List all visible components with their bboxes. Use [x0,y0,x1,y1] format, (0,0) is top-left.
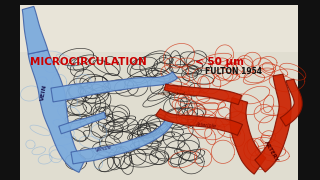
Polygon shape [230,98,266,174]
Text: ARTERY: ARTERY [263,140,279,163]
Text: MICROCIRCULATION: MICROCIRCULATION [30,57,147,67]
Polygon shape [28,50,85,172]
Polygon shape [164,84,242,105]
Text: Venule: Venule [95,145,112,153]
Text: Arteriole: Arteriole [195,122,216,129]
Polygon shape [280,79,302,126]
Polygon shape [255,74,291,172]
FancyBboxPatch shape [20,52,298,180]
Polygon shape [51,72,178,102]
Polygon shape [156,109,243,135]
Text: < 50 μm: < 50 μm [195,57,244,67]
Text: FULTON 1954: FULTON 1954 [205,67,262,76]
Text: capillary bed: capillary bed [158,92,185,96]
Text: VEIN: VEIN [40,84,48,101]
Polygon shape [22,6,48,54]
Polygon shape [59,112,106,134]
FancyBboxPatch shape [20,5,298,52]
Polygon shape [71,118,173,164]
